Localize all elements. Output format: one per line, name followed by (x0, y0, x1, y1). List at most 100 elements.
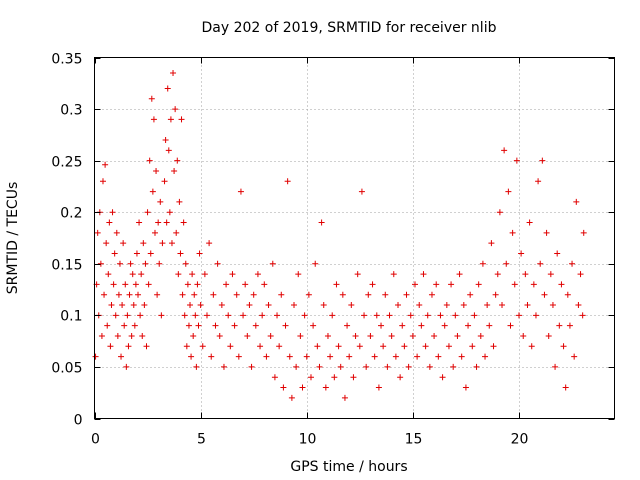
data-point (212, 322, 219, 329)
data-point (172, 106, 179, 113)
data-point (397, 374, 404, 381)
data-point (543, 229, 550, 236)
data-point (167, 116, 174, 123)
data-point (573, 198, 580, 205)
data-point (346, 353, 353, 360)
data-point (261, 281, 268, 288)
data-point (450, 363, 457, 370)
data-point (280, 384, 287, 391)
data-point (541, 291, 548, 298)
data-point (122, 281, 129, 288)
data-point (145, 281, 152, 288)
data-point (437, 312, 444, 319)
data-point (418, 322, 425, 329)
data-point (187, 302, 194, 309)
data-point (291, 302, 298, 309)
data-point (420, 271, 427, 278)
data-point (301, 312, 308, 319)
data-point (348, 302, 355, 309)
data-point (159, 240, 166, 247)
data-point (109, 209, 116, 216)
data-point (388, 332, 395, 339)
data-point (193, 363, 200, 370)
data-point (424, 312, 431, 319)
data-point (216, 332, 223, 339)
chart-title: Day 202 of 2019, SRMTID for receiver nli… (202, 20, 497, 36)
data-point (335, 343, 342, 350)
data-point (299, 384, 306, 391)
data-point (156, 260, 163, 267)
data-point (312, 260, 319, 267)
data-point (133, 250, 140, 257)
data-point (113, 229, 120, 236)
data-point (161, 178, 168, 185)
data-point (188, 353, 195, 360)
data-point (182, 260, 189, 267)
data-point (259, 312, 266, 319)
data-point (103, 240, 110, 247)
data-point (509, 229, 516, 236)
data-point (206, 240, 213, 247)
data-point (151, 229, 158, 236)
data-point (165, 147, 172, 154)
data-point (496, 209, 503, 216)
data-point (535, 178, 542, 185)
data-point (149, 188, 156, 195)
data-point (462, 384, 469, 391)
y-tick-label: 0 (74, 413, 83, 429)
data-point (554, 250, 561, 257)
data-point (137, 312, 144, 319)
data-point (422, 343, 429, 350)
data-point (185, 322, 192, 329)
data-point (386, 312, 393, 319)
data-point (520, 332, 527, 339)
data-point (344, 322, 351, 329)
y-tick-label: 0.3 (60, 103, 82, 119)
x-tick-label: 5 (197, 432, 206, 448)
y-tick-label: 0.25 (51, 155, 82, 171)
y-tick-label: 0.15 (51, 258, 82, 274)
data-point (384, 363, 391, 370)
x-tick-label: 20 (511, 432, 529, 448)
data-point (297, 332, 304, 339)
data-point (174, 157, 181, 164)
data-point (190, 332, 197, 339)
data-point (426, 363, 433, 370)
data-point (195, 322, 202, 329)
data-point (101, 291, 108, 298)
data-point (191, 291, 198, 298)
data-point (488, 240, 495, 247)
y-tick-label: 0.35 (51, 52, 82, 68)
data-point (363, 363, 370, 370)
data-point (162, 137, 169, 144)
data-point (218, 302, 225, 309)
data-point (350, 374, 357, 381)
data-point (452, 312, 459, 319)
data-point (375, 384, 382, 391)
data-point (130, 302, 137, 309)
data-point (248, 363, 255, 370)
data-point (240, 312, 247, 319)
data-point (155, 219, 162, 226)
data-point (284, 178, 291, 185)
data-point (171, 167, 178, 174)
data-point (138, 271, 145, 278)
data-point (157, 198, 164, 205)
data-point (175, 271, 182, 278)
data-point (250, 291, 257, 298)
data-point (173, 229, 180, 236)
data-point (199, 343, 206, 350)
data-point (197, 302, 204, 309)
data-point (365, 291, 372, 298)
data-point (552, 363, 559, 370)
data-point (390, 271, 397, 278)
data-point (158, 312, 165, 319)
data-point (492, 291, 499, 298)
data-point (499, 302, 506, 309)
data-point (428, 291, 435, 298)
data-point (170, 69, 177, 76)
data-point (505, 188, 512, 195)
data-point (231, 322, 238, 329)
data-point (399, 322, 406, 329)
